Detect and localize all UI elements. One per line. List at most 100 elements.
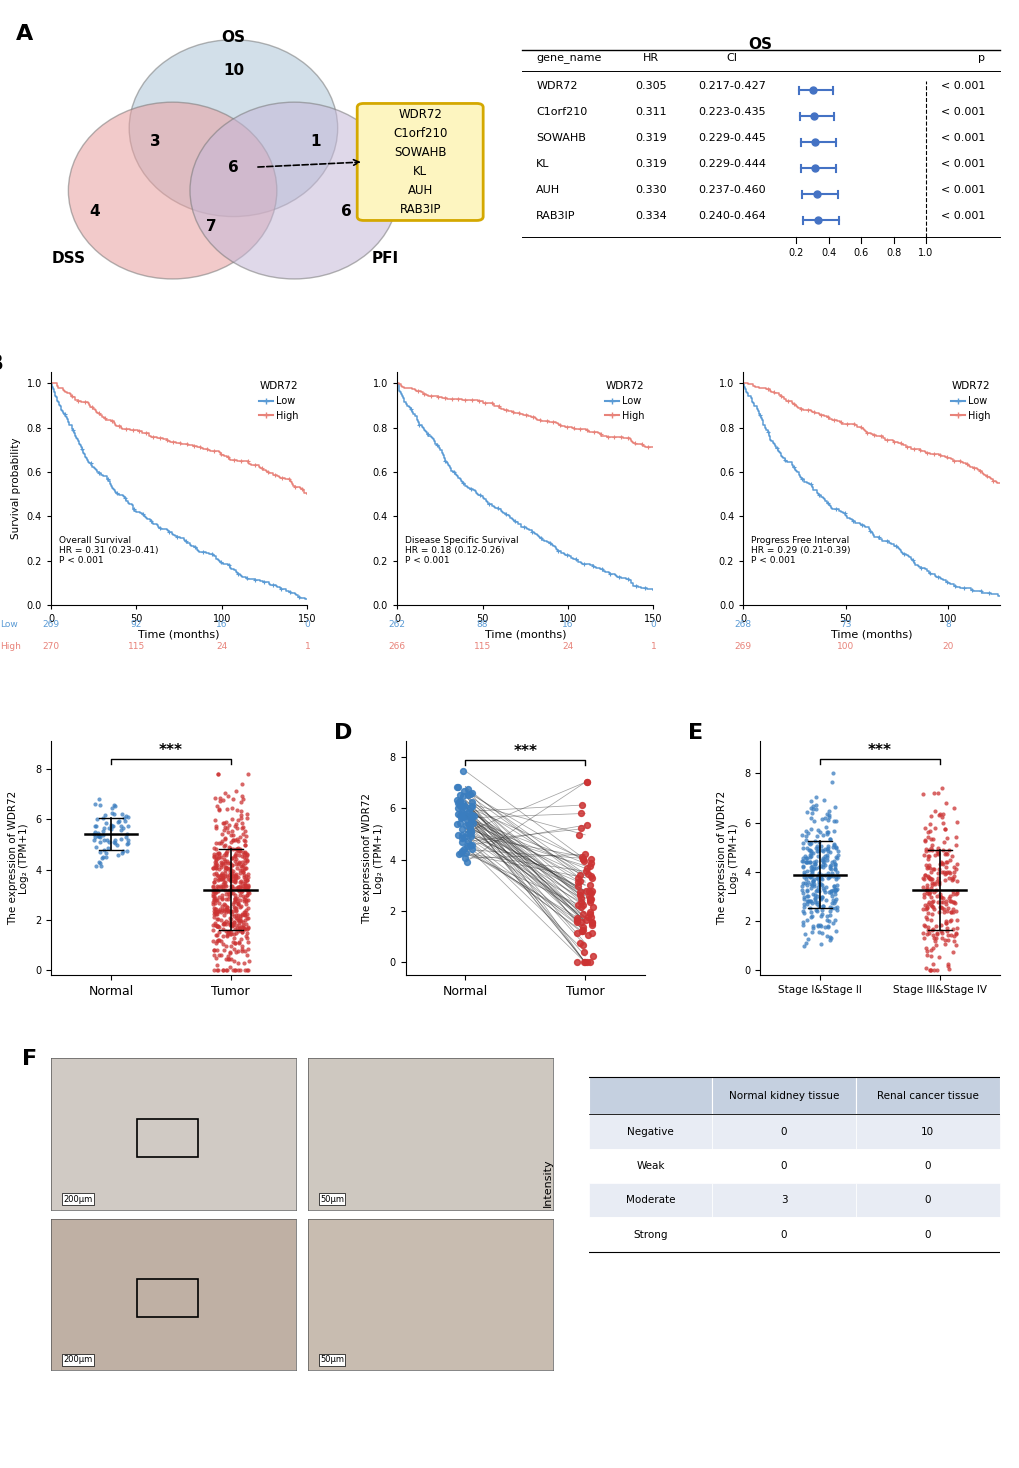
- Point: [227, 849, 244, 872]
- Point: [101, 829, 117, 853]
- Text: 0: 0: [923, 1195, 930, 1205]
- Point: [462, 819, 478, 843]
- Point: [239, 866, 256, 890]
- Point: [801, 843, 817, 866]
- Point: [944, 918, 960, 941]
- Point: [207, 879, 223, 903]
- Point: [820, 800, 837, 824]
- Point: [223, 831, 239, 854]
- Point: [945, 865, 961, 888]
- Point: [209, 863, 225, 887]
- Point: [949, 851, 965, 875]
- Text: 1.0: 1.0: [917, 248, 932, 258]
- Point: [458, 841, 474, 865]
- Point: [239, 906, 256, 929]
- Point: [808, 866, 824, 890]
- Point: [919, 866, 935, 890]
- Point: [212, 865, 228, 888]
- Point: [455, 780, 472, 803]
- Point: [214, 876, 230, 900]
- Point: [451, 788, 468, 812]
- Point: [238, 882, 255, 906]
- Point: [914, 875, 930, 898]
- Point: [937, 862, 954, 885]
- Bar: [589, 1078, 711, 1114]
- Point: [207, 809, 223, 832]
- Point: [235, 828, 252, 851]
- Point: [581, 854, 597, 878]
- Point: [218, 816, 234, 840]
- Point: [803, 920, 819, 944]
- Point: [946, 854, 962, 878]
- Point: [810, 871, 826, 894]
- Point: [805, 873, 821, 897]
- Point: [794, 878, 810, 901]
- Point: [925, 959, 942, 982]
- Point: [215, 959, 231, 982]
- Point: [582, 851, 598, 875]
- Point: [217, 851, 233, 875]
- Point: [463, 824, 479, 847]
- Point: [807, 850, 823, 873]
- Point: [209, 959, 225, 982]
- Point: [922, 838, 938, 862]
- Text: Normal kidney tissue: Normal kidney tissue: [729, 1091, 839, 1101]
- Point: [816, 806, 833, 829]
- Point: [919, 865, 935, 888]
- Point: [584, 912, 600, 935]
- Point: [229, 909, 246, 932]
- Point: [229, 878, 246, 901]
- Point: [226, 866, 243, 890]
- Point: [937, 893, 954, 916]
- Point: [819, 809, 836, 832]
- Point: [236, 940, 253, 963]
- Point: [237, 898, 254, 922]
- Point: [97, 803, 113, 826]
- Point: [225, 891, 242, 915]
- Point: [941, 910, 957, 934]
- Point: [923, 891, 940, 915]
- Point: [942, 890, 958, 913]
- Point: [228, 856, 245, 879]
- Point: [216, 912, 232, 935]
- Point: [803, 802, 819, 825]
- Point: [452, 829, 469, 853]
- Point: [463, 809, 479, 832]
- Point: [918, 895, 934, 919]
- Point: [821, 854, 838, 878]
- Point: [224, 860, 240, 884]
- Point: [918, 940, 934, 963]
- Point: [931, 885, 948, 909]
- Point: [228, 913, 245, 937]
- Point: [921, 856, 937, 879]
- Text: 16: 16: [561, 621, 574, 630]
- Point: [98, 841, 114, 865]
- Point: [239, 916, 256, 940]
- Point: [113, 803, 129, 826]
- Point: [233, 869, 250, 893]
- Point: [825, 834, 842, 857]
- Point: [945, 860, 961, 884]
- Point: [233, 915, 250, 938]
- Point: [918, 825, 934, 849]
- Point: [935, 860, 952, 884]
- Point: [211, 873, 227, 897]
- Point: [918, 915, 934, 938]
- Point: [216, 812, 232, 835]
- Bar: [711, 1149, 855, 1183]
- Point: [809, 915, 825, 938]
- Point: [810, 879, 826, 903]
- Point: [461, 800, 477, 824]
- Point: [211, 787, 227, 810]
- Point: [453, 840, 470, 863]
- Point: [206, 938, 222, 962]
- Point: [826, 878, 843, 901]
- Point: [222, 851, 238, 875]
- Point: [935, 829, 952, 853]
- Point: [222, 935, 238, 959]
- Ellipse shape: [68, 103, 276, 279]
- Point: [802, 854, 818, 878]
- Point: [454, 802, 471, 825]
- Point: [209, 915, 225, 938]
- Point: [919, 922, 935, 945]
